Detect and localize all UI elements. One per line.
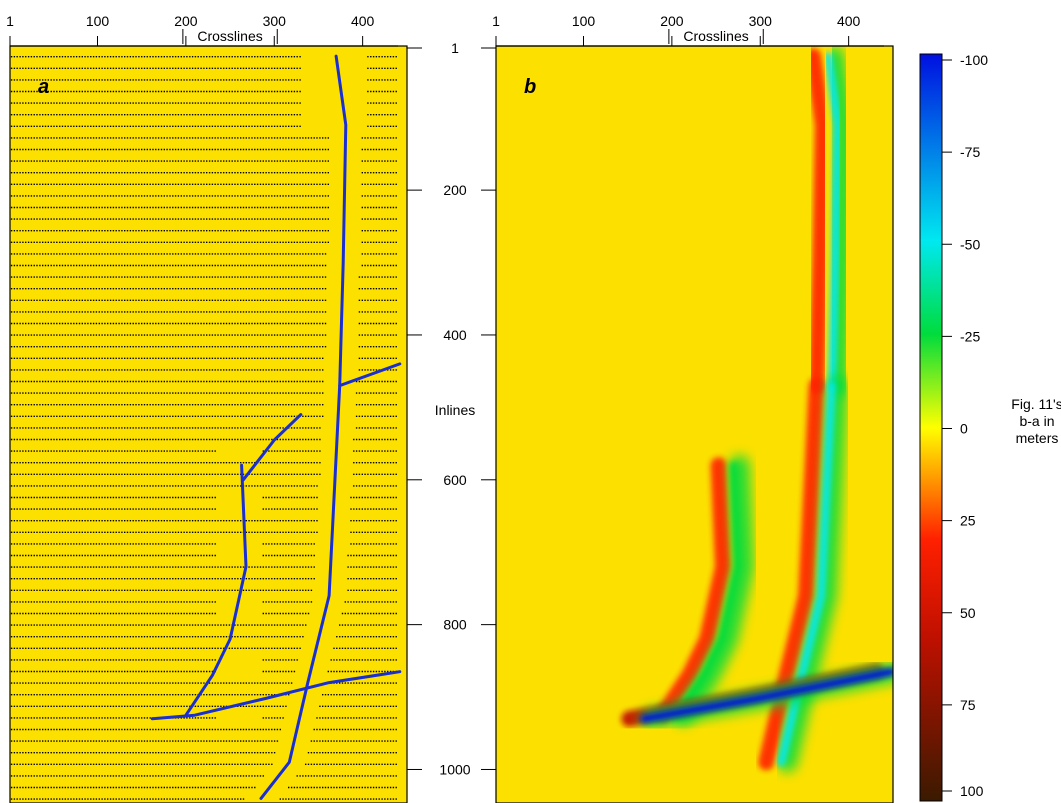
inline-tick-label-400: 400 xyxy=(443,327,467,343)
fault-trace-3 xyxy=(150,670,402,721)
top-axis-b: 1 100 200 300 400 Crosslines xyxy=(492,13,884,47)
fault-trace-4 xyxy=(241,413,303,482)
inline-axis: 1 200 400 600 800 1000 xyxy=(407,40,496,777)
colorbar-title-line-3: meters xyxy=(1016,430,1059,446)
inline-tick-label-800: 800 xyxy=(443,617,467,633)
colorbar-tick-label--25: -25 xyxy=(960,328,980,344)
sample-dots xyxy=(10,56,397,800)
crossline-tick-label-400: 400 xyxy=(837,13,861,29)
inline-tick-label-1: 1 xyxy=(451,40,459,56)
fault-traces xyxy=(150,54,402,800)
colorbar-title-line-2: b-a in xyxy=(1019,413,1054,429)
colorbar-tick-label--100: -100 xyxy=(960,52,988,68)
inline-tick-label-600: 600 xyxy=(443,472,467,488)
anomaly-band-2-halo xyxy=(777,375,848,773)
fault-trace-5 xyxy=(184,463,248,717)
colorbar-tick-label--75: -75 xyxy=(960,144,980,160)
anomaly-band-2-positive xyxy=(758,377,825,771)
top-axis-a: 1 100 200 300 400 Crosslines xyxy=(6,13,398,47)
panel-a: a xyxy=(9,45,408,803)
inline-tick-label-200: 200 xyxy=(443,182,467,198)
crossline-tick-label-400: 400 xyxy=(351,13,375,29)
anomaly-band-3-positive xyxy=(654,457,731,724)
fault-trace-1 xyxy=(259,54,348,800)
crossline-tick-label-200: 200 xyxy=(174,13,198,29)
panel-b-letter: b xyxy=(524,76,536,98)
crossline-tick-label-100: 100 xyxy=(572,13,596,29)
panel-a-letter: a xyxy=(38,76,49,98)
inline-tick-label-1000: 1000 xyxy=(439,761,470,777)
crossline-tick-label-100: 100 xyxy=(86,13,110,29)
anomaly-band-2-negative xyxy=(777,381,836,767)
inline-axis-label: Inlines xyxy=(435,402,475,418)
crossline-tick-label-300: 300 xyxy=(263,13,287,29)
anomaly-bands xyxy=(621,46,893,773)
colorbar-tick-label-50: 50 xyxy=(960,605,976,621)
colorbar-title-line-1: Fig. 11's xyxy=(1011,396,1061,412)
panel-a-background xyxy=(10,46,407,803)
crossline-tick-label-300: 300 xyxy=(749,13,773,29)
crossline-tick-label-1: 1 xyxy=(492,13,500,29)
crosslines-axis-label-b: Crosslines xyxy=(683,28,748,44)
colorbar: -100 -75 -50 -25 0 25 50 75 100 Fig. 11's b-a in… xyxy=(919,52,1061,802)
colorbar-tick-label-75: 75 xyxy=(960,697,976,713)
colorbar-tick-label--50: -50 xyxy=(960,236,980,252)
anomaly-band-1-positive xyxy=(805,48,831,394)
colorbar-ticks: -100 -75 -50 -25 0 25 50 75 100 xyxy=(942,52,988,799)
anomaly-band-3-negative xyxy=(673,461,742,720)
anomaly-band-1-halo xyxy=(824,46,854,396)
fault-trace-2 xyxy=(338,362,402,388)
colorbar-tick-label-0: 0 xyxy=(960,421,968,437)
crossline-tick-label-200: 200 xyxy=(660,13,684,29)
sample-dot-grid xyxy=(10,56,397,800)
anomaly-band-1-negative xyxy=(824,52,842,390)
colorbar-bar xyxy=(919,53,943,802)
anomaly-band-3-halo xyxy=(673,455,754,726)
anomaly-band-4-negative xyxy=(640,667,893,723)
crosslines-axis-label-a: Crosslines xyxy=(197,28,262,44)
colorbar-tick-label-100: 100 xyxy=(960,783,984,799)
colorbar-tick-label-25: 25 xyxy=(960,513,976,529)
panel-b: b xyxy=(495,45,894,803)
crossline-tick-label-1: 1 xyxy=(6,13,14,29)
